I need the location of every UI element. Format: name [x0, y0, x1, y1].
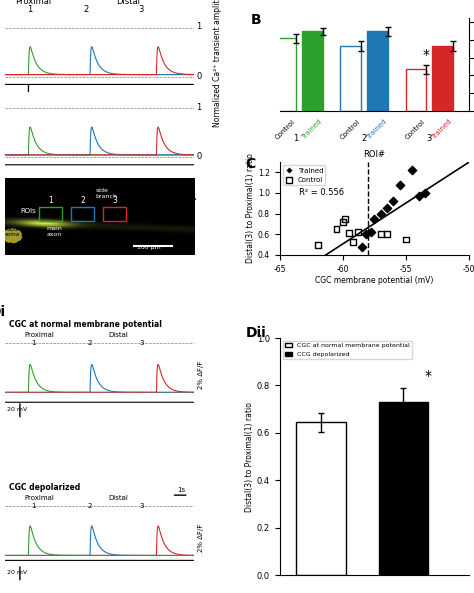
Ellipse shape — [3, 229, 22, 243]
Trained — [396, 180, 403, 189]
Text: 2: 2 — [80, 196, 85, 205]
Trained — [390, 196, 397, 206]
Bar — [340, 46, 361, 111]
Legend: Trained, Control: Trained, Control — [283, 165, 325, 185]
Text: 1: 1 — [48, 196, 53, 205]
Y-axis label: Distal(3) to Proximal(1) ratio: Distal(3) to Proximal(1) ratio — [245, 401, 254, 512]
Text: Dii: Dii — [246, 326, 266, 340]
Text: 2: 2 — [88, 340, 92, 346]
Text: 1: 1 — [27, 5, 32, 14]
Control — [383, 229, 391, 239]
Text: R² = 0.556: R² = 0.556 — [299, 187, 344, 196]
Text: Soma: Soma — [0, 535, 1, 541]
Bar — [379, 402, 428, 575]
X-axis label: ROI#: ROI# — [364, 149, 385, 159]
Control — [349, 237, 357, 246]
Text: 2: 2 — [83, 5, 89, 14]
Text: Distal: Distal — [116, 0, 140, 6]
Text: 1: 1 — [31, 340, 36, 346]
Trained — [362, 229, 369, 239]
Text: 1: 1 — [196, 23, 201, 31]
Text: Trained: Trained — [365, 118, 388, 141]
Trained — [377, 209, 384, 218]
Text: 20 mV: 20 mV — [5, 179, 29, 188]
Legend: CGC at normal membrane potential, CCG depolarized: CGC at normal membrane potential, CCG de… — [283, 341, 412, 359]
Text: *: * — [423, 48, 430, 62]
Trained — [409, 165, 416, 175]
Text: Soma: Soma — [0, 372, 1, 378]
Bar — [275, 38, 296, 111]
Text: 3: 3 — [138, 5, 144, 14]
Text: Normalized Ca²⁺ transient amplitude: Normalized Ca²⁺ transient amplitude — [213, 0, 221, 127]
Text: CGC at normal membrane potential: CGC at normal membrane potential — [9, 320, 162, 329]
Control — [339, 217, 346, 227]
Text: 0: 0 — [196, 72, 201, 81]
Text: 2: 2 — [88, 503, 92, 509]
Text: Proximal: Proximal — [24, 495, 54, 500]
Text: 1: 1 — [293, 134, 299, 143]
Text: 3: 3 — [139, 340, 144, 346]
Text: 3: 3 — [139, 503, 144, 509]
Text: 20 mV: 20 mV — [7, 570, 27, 575]
Text: Control: Control — [274, 118, 296, 141]
Text: side
branch: side branch — [96, 188, 118, 199]
Text: 20 mV: 20 mV — [7, 407, 27, 412]
Text: ROIs: ROIs — [20, 208, 36, 214]
Text: Control: Control — [339, 118, 361, 141]
Control — [402, 235, 410, 244]
Trained — [415, 192, 422, 201]
Text: 1s: 1s — [177, 487, 185, 493]
Text: 0: 0 — [196, 152, 201, 161]
Text: 2: 2 — [362, 134, 367, 143]
Text: Di: Di — [0, 305, 6, 318]
Control — [342, 214, 349, 224]
Text: 2% ΔF/F: 2% ΔF/F — [198, 524, 204, 552]
Bar — [296, 422, 346, 575]
Trained — [421, 188, 429, 197]
Trained — [367, 228, 374, 237]
Bar — [406, 69, 426, 111]
Trained — [371, 214, 378, 224]
Bar — [71, 207, 94, 221]
Text: *: * — [425, 369, 431, 383]
Text: Distal: Distal — [109, 331, 128, 337]
Control — [314, 240, 321, 250]
Trained — [383, 204, 391, 213]
Bar — [367, 31, 388, 111]
Text: 1: 1 — [196, 103, 201, 111]
Text: Trained: Trained — [431, 118, 453, 141]
Bar — [103, 207, 126, 221]
Text: Proximal: Proximal — [24, 331, 54, 337]
Control — [377, 229, 384, 239]
Bar — [302, 31, 323, 111]
Text: 1s: 1s — [184, 198, 193, 208]
Text: Proximal: Proximal — [15, 0, 51, 6]
Text: Trained: Trained — [301, 118, 323, 141]
Y-axis label: Distal(3) to Proximal(1) ratio: Distal(3) to Proximal(1) ratio — [246, 154, 255, 263]
Text: CGC depolarized: CGC depolarized — [9, 483, 80, 492]
Text: Distal: Distal — [109, 495, 128, 500]
Control — [333, 224, 340, 234]
Text: Control: Control — [404, 118, 426, 141]
Bar — [432, 46, 453, 111]
Bar — [39, 207, 62, 221]
Text: B: B — [251, 13, 262, 27]
Trained — [358, 242, 365, 251]
Text: C: C — [246, 157, 256, 171]
Text: main
axon: main axon — [46, 226, 62, 237]
X-axis label: CGC membrane potential (mV): CGC membrane potential (mV) — [315, 276, 434, 285]
Text: 100 μm: 100 μm — [137, 245, 161, 250]
Text: 3: 3 — [427, 134, 432, 143]
Text: 3: 3 — [112, 196, 117, 205]
Control — [354, 228, 362, 237]
Text: 1: 1 — [31, 503, 36, 509]
Text: CGC
soma: CGC soma — [5, 227, 20, 237]
Text: 2% ΔF/F: 2% ΔF/F — [198, 361, 204, 389]
Control — [346, 228, 353, 238]
